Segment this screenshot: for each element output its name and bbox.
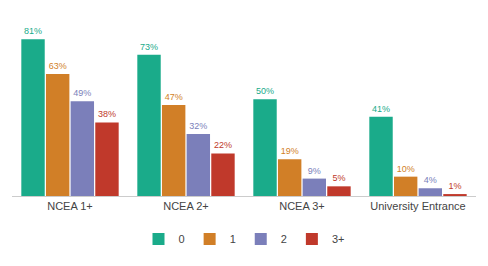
svg-text:50%: 50%	[256, 86, 274, 96]
svg-text:2: 2	[281, 233, 287, 245]
svg-text:47%: 47%	[165, 92, 183, 102]
svg-text:NCEA 2+: NCEA 2+	[163, 200, 209, 212]
svg-text:5%: 5%	[332, 173, 345, 183]
svg-text:4%: 4%	[424, 175, 437, 185]
svg-text:73%: 73%	[140, 42, 158, 52]
svg-text:NCEA 1+: NCEA 1+	[47, 200, 93, 212]
svg-text:32%: 32%	[189, 121, 207, 131]
svg-text:3+: 3+	[332, 233, 345, 245]
svg-text:49%: 49%	[73, 88, 91, 98]
svg-text:22%: 22%	[214, 140, 232, 150]
svg-text:10%: 10%	[397, 164, 415, 174]
svg-text:19%: 19%	[281, 146, 299, 156]
svg-text:81%: 81%	[24, 26, 42, 36]
svg-text:38%: 38%	[98, 109, 116, 119]
svg-text:9%: 9%	[308, 166, 321, 176]
svg-text:1%: 1%	[448, 181, 461, 191]
svg-text:41%: 41%	[372, 104, 390, 114]
svg-text:0: 0	[179, 233, 185, 245]
svg-text:63%: 63%	[49, 61, 67, 71]
svg-text:University Entrance: University Entrance	[370, 200, 465, 212]
svg-text:1: 1	[230, 233, 236, 245]
svg-text:NCEA 3+: NCEA 3+	[279, 200, 325, 212]
